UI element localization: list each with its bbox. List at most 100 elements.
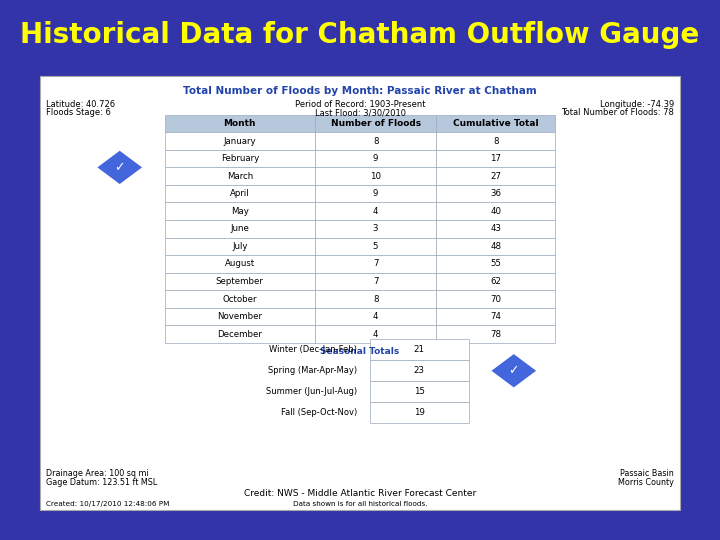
FancyBboxPatch shape bbox=[165, 308, 315, 326]
Text: 9: 9 bbox=[373, 189, 378, 198]
Text: 8: 8 bbox=[493, 137, 498, 146]
FancyBboxPatch shape bbox=[436, 238, 555, 255]
FancyBboxPatch shape bbox=[315, 291, 436, 308]
Polygon shape bbox=[96, 150, 143, 185]
Text: July: July bbox=[232, 242, 248, 251]
FancyBboxPatch shape bbox=[369, 381, 469, 402]
Text: 8: 8 bbox=[373, 294, 379, 303]
FancyBboxPatch shape bbox=[165, 202, 315, 220]
Text: 4: 4 bbox=[373, 312, 379, 321]
FancyBboxPatch shape bbox=[436, 167, 555, 185]
FancyBboxPatch shape bbox=[315, 238, 436, 255]
Text: 23: 23 bbox=[414, 366, 425, 375]
Text: 15: 15 bbox=[414, 387, 425, 396]
Text: Latitude: 40.726: Latitude: 40.726 bbox=[46, 99, 115, 109]
FancyBboxPatch shape bbox=[40, 76, 680, 510]
FancyBboxPatch shape bbox=[436, 202, 555, 220]
FancyBboxPatch shape bbox=[315, 326, 436, 343]
FancyBboxPatch shape bbox=[165, 220, 315, 238]
FancyBboxPatch shape bbox=[165, 185, 315, 202]
Text: February: February bbox=[220, 154, 259, 163]
Text: Number of Floods: Number of Floods bbox=[330, 119, 420, 128]
Text: Seasonal Totals: Seasonal Totals bbox=[320, 347, 400, 356]
FancyBboxPatch shape bbox=[315, 150, 436, 167]
FancyBboxPatch shape bbox=[165, 291, 315, 308]
Text: Floods Stage: 6: Floods Stage: 6 bbox=[46, 108, 111, 117]
FancyBboxPatch shape bbox=[315, 202, 436, 220]
Text: Passaic Basin: Passaic Basin bbox=[620, 469, 674, 478]
Text: Spring (Mar-Apr-May): Spring (Mar-Apr-May) bbox=[268, 366, 357, 375]
FancyBboxPatch shape bbox=[165, 114, 315, 132]
Text: December: December bbox=[217, 329, 262, 339]
Text: Created: 10/17/2010 12:48:06 PM: Created: 10/17/2010 12:48:06 PM bbox=[46, 501, 169, 507]
Text: November: November bbox=[217, 312, 262, 321]
Text: Credit: NWS - Middle Atlantic River Forecast Center: Credit: NWS - Middle Atlantic River Fore… bbox=[244, 489, 476, 498]
Text: ✓: ✓ bbox=[114, 161, 125, 174]
Text: May: May bbox=[231, 207, 248, 216]
Text: Data shown is for all historical floods.: Data shown is for all historical floods. bbox=[293, 501, 427, 507]
Text: Gage Datum: 123.51 ft MSL: Gage Datum: 123.51 ft MSL bbox=[46, 478, 157, 487]
Text: 40: 40 bbox=[490, 207, 501, 216]
Text: ✓: ✓ bbox=[508, 364, 519, 377]
Text: 48: 48 bbox=[490, 242, 501, 251]
FancyBboxPatch shape bbox=[369, 360, 469, 381]
Text: 7: 7 bbox=[373, 277, 379, 286]
Text: August: August bbox=[225, 259, 255, 268]
Text: Last Flood: 3/30/2010: Last Flood: 3/30/2010 bbox=[315, 108, 405, 117]
Text: 4: 4 bbox=[373, 207, 379, 216]
FancyBboxPatch shape bbox=[315, 132, 436, 150]
FancyBboxPatch shape bbox=[315, 167, 436, 185]
FancyBboxPatch shape bbox=[436, 255, 555, 273]
Text: Drainage Area: 100 sq mi: Drainage Area: 100 sq mi bbox=[46, 469, 149, 478]
Text: Total Number of Floods: 78: Total Number of Floods: 78 bbox=[561, 108, 674, 117]
Text: 10: 10 bbox=[370, 172, 381, 181]
Text: Total Number of Floods by Month: Passaic River at Chatham: Total Number of Floods by Month: Passaic… bbox=[183, 86, 537, 97]
Text: April: April bbox=[230, 189, 250, 198]
Text: Cumulative Total: Cumulative Total bbox=[453, 119, 539, 128]
Text: January: January bbox=[223, 137, 256, 146]
Text: 78: 78 bbox=[490, 329, 501, 339]
Text: Historical Data for Chatham Outflow Gauge: Historical Data for Chatham Outflow Gaug… bbox=[20, 21, 700, 49]
Text: 17: 17 bbox=[490, 154, 501, 163]
FancyBboxPatch shape bbox=[369, 340, 469, 360]
Text: October: October bbox=[222, 294, 257, 303]
Text: 19: 19 bbox=[414, 408, 425, 417]
FancyBboxPatch shape bbox=[165, 238, 315, 255]
Text: 9: 9 bbox=[373, 154, 378, 163]
FancyBboxPatch shape bbox=[315, 114, 436, 132]
Text: Month: Month bbox=[223, 119, 256, 128]
FancyBboxPatch shape bbox=[315, 220, 436, 238]
FancyBboxPatch shape bbox=[165, 167, 315, 185]
Polygon shape bbox=[490, 353, 538, 388]
FancyBboxPatch shape bbox=[315, 255, 436, 273]
Text: Period of Record: 1903-Present: Period of Record: 1903-Present bbox=[294, 99, 426, 109]
Text: 8: 8 bbox=[373, 137, 379, 146]
Text: 55: 55 bbox=[490, 259, 501, 268]
Text: 62: 62 bbox=[490, 277, 501, 286]
Text: 3: 3 bbox=[373, 224, 379, 233]
Text: March: March bbox=[227, 172, 253, 181]
FancyBboxPatch shape bbox=[165, 273, 315, 291]
Text: Morris County: Morris County bbox=[618, 478, 674, 487]
FancyBboxPatch shape bbox=[436, 220, 555, 238]
FancyBboxPatch shape bbox=[165, 255, 315, 273]
Text: Winter (Dec-Jan-Feb): Winter (Dec-Jan-Feb) bbox=[269, 346, 357, 354]
FancyBboxPatch shape bbox=[165, 150, 315, 167]
Text: 5: 5 bbox=[373, 242, 379, 251]
Text: 70: 70 bbox=[490, 294, 501, 303]
Text: 7: 7 bbox=[373, 259, 379, 268]
FancyBboxPatch shape bbox=[369, 402, 469, 423]
FancyBboxPatch shape bbox=[315, 273, 436, 291]
Text: September: September bbox=[216, 277, 264, 286]
FancyBboxPatch shape bbox=[315, 308, 436, 326]
FancyBboxPatch shape bbox=[436, 326, 555, 343]
FancyBboxPatch shape bbox=[436, 150, 555, 167]
FancyBboxPatch shape bbox=[436, 185, 555, 202]
FancyBboxPatch shape bbox=[436, 273, 555, 291]
Text: Summer (Jun-Jul-Aug): Summer (Jun-Jul-Aug) bbox=[266, 387, 357, 396]
FancyBboxPatch shape bbox=[165, 326, 315, 343]
Text: 74: 74 bbox=[490, 312, 501, 321]
Text: 4: 4 bbox=[373, 329, 379, 339]
FancyBboxPatch shape bbox=[436, 114, 555, 132]
Text: Longitude: -74.39: Longitude: -74.39 bbox=[600, 99, 674, 109]
